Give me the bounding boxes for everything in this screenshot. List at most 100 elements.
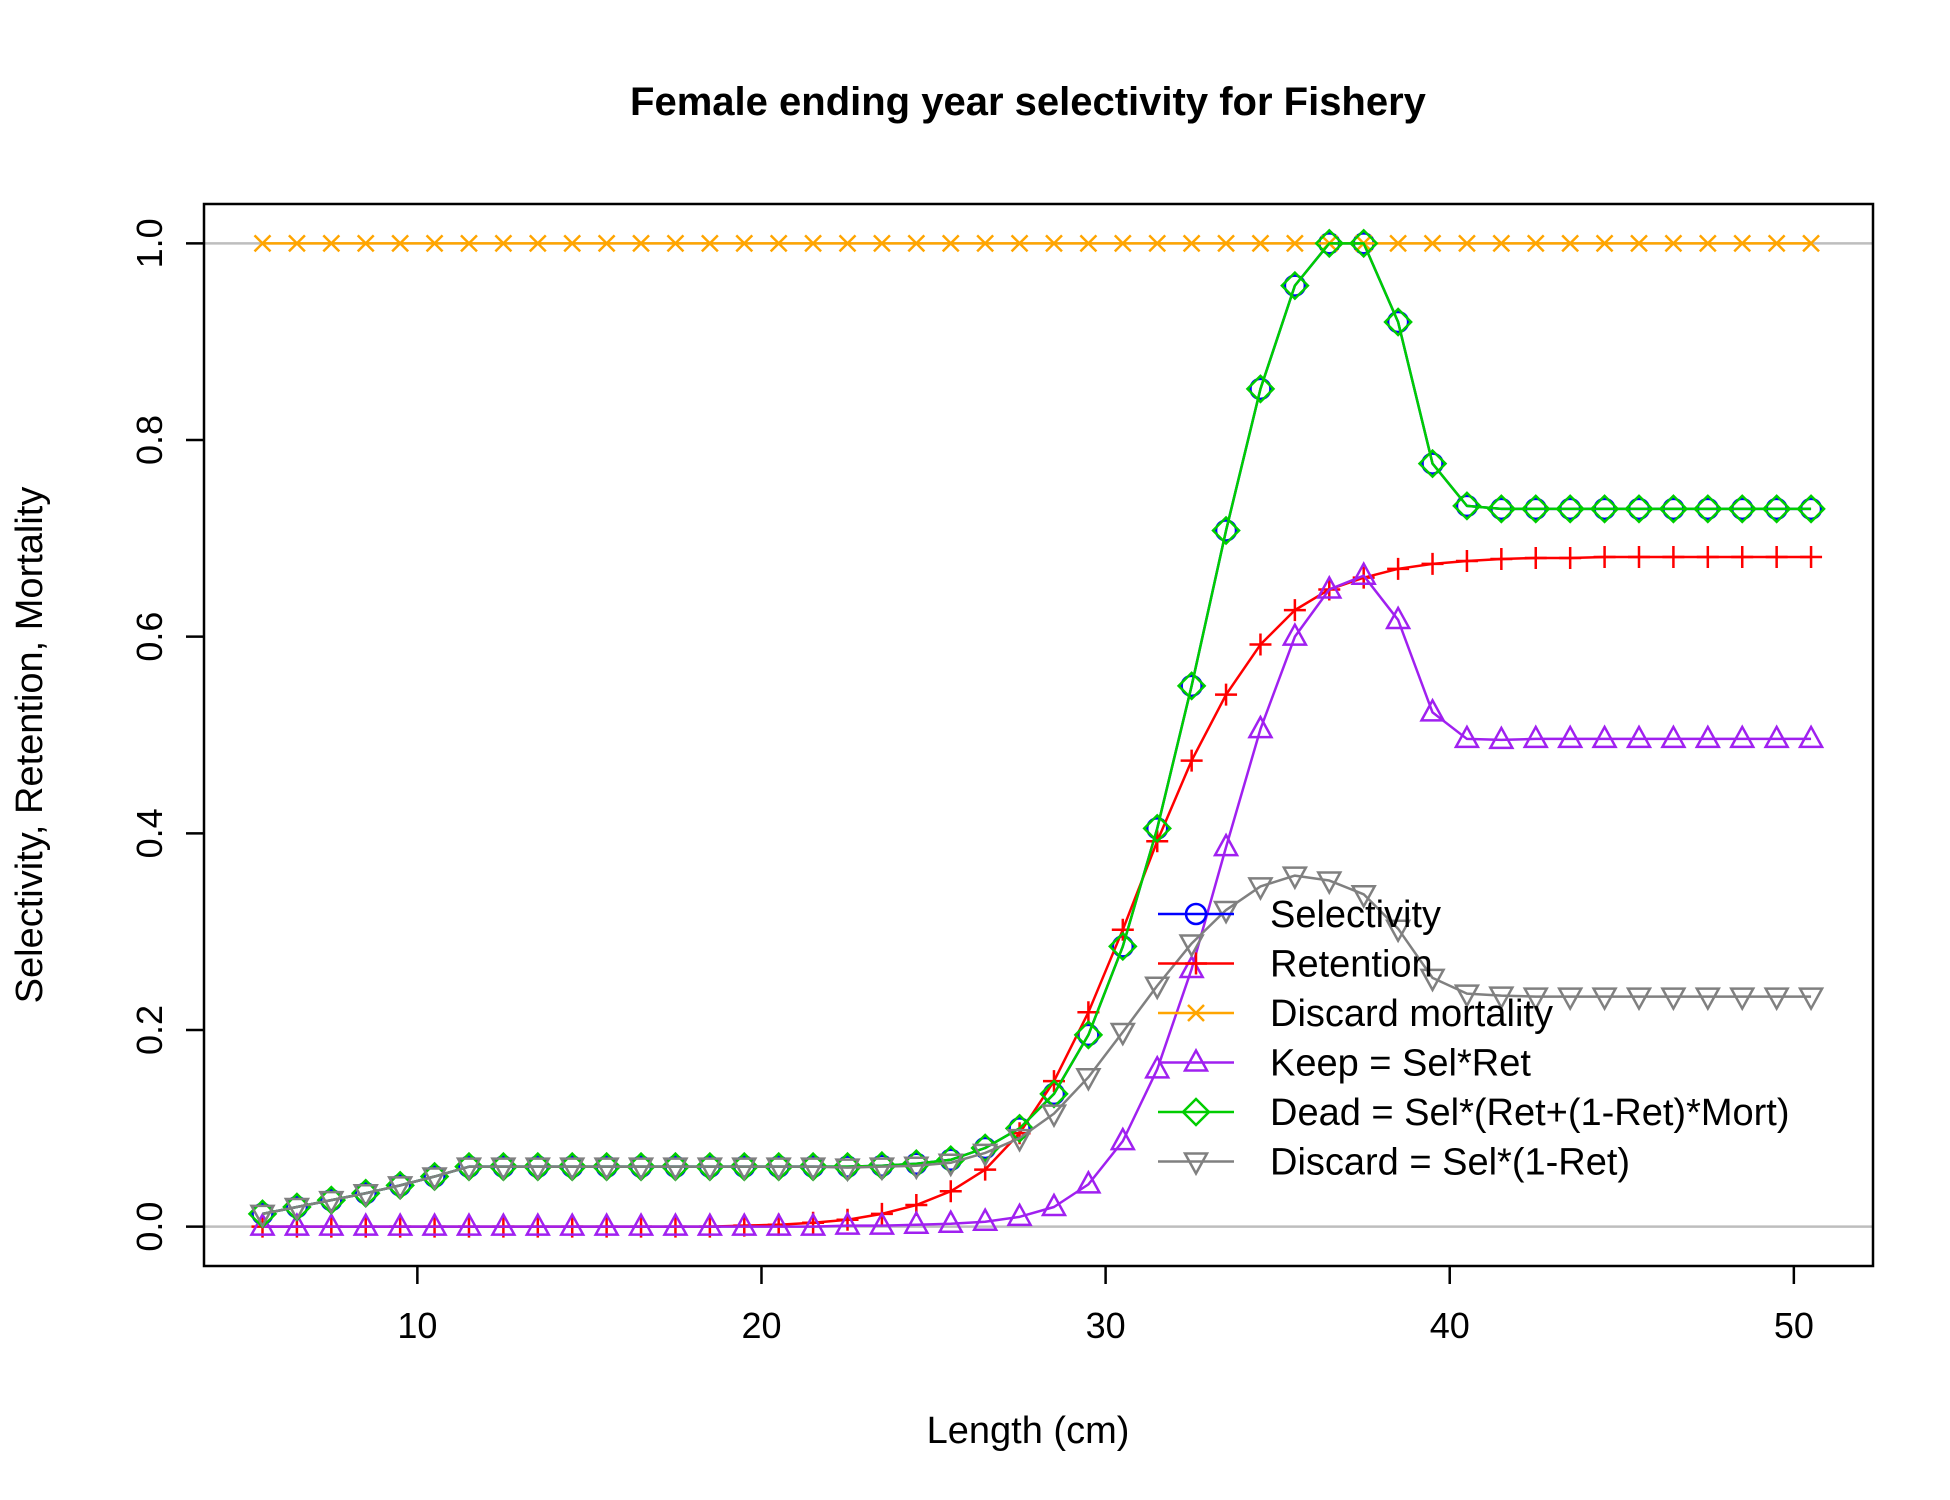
data-point <box>1455 549 1478 572</box>
data-point <box>1215 683 1238 706</box>
data-point <box>494 234 513 253</box>
legend-item-discard-sel-1-ret: Discard = Sel*(1-Ret) <box>1158 1142 1630 1184</box>
data-point <box>391 234 410 253</box>
y-tick-label: 1.0 <box>129 218 170 268</box>
data-point <box>1350 561 1377 585</box>
legend-swatch-marker <box>1181 1097 1211 1127</box>
series-line <box>262 242 1812 1216</box>
data-point <box>1731 546 1754 569</box>
data-point <box>597 234 616 253</box>
data-point <box>421 1167 448 1192</box>
data-point <box>1214 519 1238 542</box>
data-point <box>1524 547 1547 569</box>
data-point <box>1247 714 1274 739</box>
data-point <box>1763 724 1790 749</box>
data-point <box>1283 274 1307 297</box>
data-point <box>1694 987 1721 1012</box>
data-point <box>1488 725 1515 750</box>
data-point <box>1045 234 1063 253</box>
data-point <box>593 1212 620 1236</box>
plot-frame <box>202 202 1875 1268</box>
data-point <box>1765 546 1788 569</box>
data-point <box>1249 633 1272 656</box>
data-point <box>318 1212 345 1236</box>
data-point <box>1386 310 1410 334</box>
data-point <box>1283 599 1306 622</box>
data-point <box>559 1157 586 1182</box>
data-point <box>1144 1054 1171 1079</box>
data-point <box>696 1212 723 1236</box>
data-point <box>1245 374 1276 404</box>
series-line <box>262 574 1812 1228</box>
data-point <box>1350 885 1377 909</box>
data-point <box>1490 547 1513 570</box>
data-point <box>769 234 788 253</box>
series-discard-mortality <box>253 234 1820 253</box>
series-discard-sel-1-ret <box>249 866 1825 1229</box>
data-point <box>1591 987 1618 1012</box>
series-line <box>262 242 1812 1216</box>
data-point <box>1010 234 1029 253</box>
data-point <box>804 234 822 253</box>
data-point <box>1488 986 1515 1011</box>
data-point <box>1630 234 1648 253</box>
x-axis: 10 20 30 40 50 <box>397 1266 1814 1346</box>
data-point <box>972 1207 999 1231</box>
data-point <box>1761 494 1792 524</box>
legend-swatch-marker <box>1185 952 1207 975</box>
legend-item-keep-sel-ret: Keep = Sel*Ret <box>1158 1043 1531 1085</box>
y-tick-label: 0.0 <box>129 1202 170 1252</box>
data-point <box>937 1209 964 1233</box>
data-point <box>1075 1169 1102 1194</box>
data-point <box>1004 1113 1035 1144</box>
data-point <box>387 1176 414 1200</box>
y-axis-label: Selectivity, Retention, Mortality <box>9 487 51 1004</box>
data-point <box>1217 234 1235 253</box>
legend-label: Dead = Sel*(Ret+(1-Ret)*Mort) <box>1270 1092 1790 1134</box>
data-point <box>1384 605 1412 630</box>
data-point <box>662 1212 689 1236</box>
legend-item-dead-sel-ret-1-ret-mort: Dead = Sel*(Ret+(1-Ret)*Mort) <box>1158 1092 1790 1134</box>
data-point <box>249 1204 276 1229</box>
data-point <box>1419 968 1446 993</box>
data-point <box>1314 228 1345 259</box>
data-point <box>1658 494 1689 524</box>
data-point <box>799 1157 827 1182</box>
data-point <box>937 1153 964 1178</box>
data-point <box>1423 234 1442 253</box>
y-tick-label: 0.2 <box>129 1005 170 1055</box>
data-point <box>1280 270 1310 301</box>
data-point <box>288 234 306 253</box>
data-point <box>627 1212 655 1236</box>
data-point <box>1660 987 1687 1012</box>
series-layer <box>247 228 1826 1238</box>
data-point <box>1144 976 1171 1001</box>
data-point <box>1520 494 1551 524</box>
data-point <box>490 1212 517 1236</box>
data-point <box>1281 866 1308 891</box>
reference-lines <box>204 242 1873 1228</box>
data-point <box>1486 494 1517 524</box>
legend-item-discard-mortality: Discard mortality <box>1158 993 1553 1035</box>
data-point <box>455 1212 483 1236</box>
legend-label: Discard = Sel*(1-Ret) <box>1270 1142 1630 1184</box>
data-point <box>1387 557 1410 580</box>
x-tick-label: 40 <box>1430 1305 1470 1346</box>
data-point <box>1077 1001 1100 1024</box>
data-point <box>455 1157 483 1182</box>
series-dead-sel-ret-1-ret-mort <box>247 228 1826 1229</box>
x-tick-label: 50 <box>1774 1305 1814 1346</box>
legend-swatch-marker <box>1187 1004 1205 1022</box>
data-point <box>1453 984 1481 1009</box>
data-point <box>1285 234 1304 253</box>
data-point <box>1108 931 1138 962</box>
data-point <box>767 1213 790 1236</box>
data-point <box>838 234 857 253</box>
data-point <box>1006 1202 1033 1227</box>
data-point <box>907 234 926 253</box>
legend-swatch-marker <box>1184 902 1208 926</box>
data-point <box>1417 448 1448 479</box>
data-point <box>322 234 341 253</box>
data-point <box>972 1143 999 1168</box>
data-point <box>903 1156 930 1181</box>
